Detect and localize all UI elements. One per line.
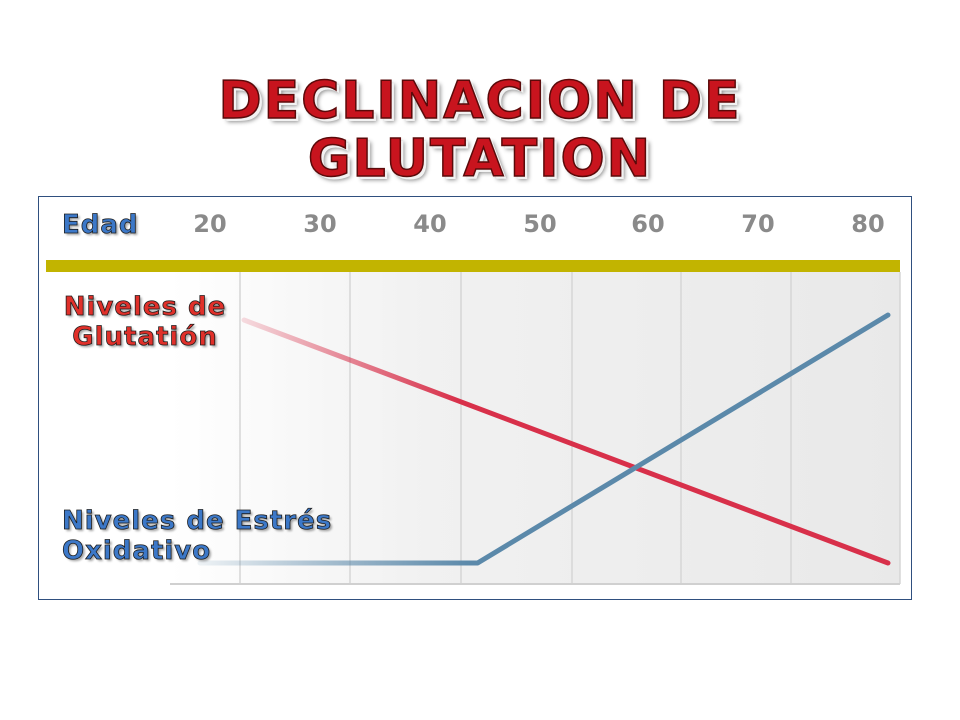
title-line-1: DECLINACION DE bbox=[218, 71, 742, 131]
series-lines bbox=[197, 312, 891, 566]
x-tick-label: 60 bbox=[631, 210, 664, 238]
age-bar bbox=[46, 260, 900, 272]
oxidative-stress-line bbox=[197, 312, 891, 566]
title-line-2: GLUTATION bbox=[307, 129, 653, 189]
page-title: DECLINACION DE GLUTATION bbox=[0, 71, 960, 189]
age-axis-label: Edad bbox=[62, 210, 139, 241]
x-tick-label: 40 bbox=[413, 210, 446, 238]
x-tick-label: 80 bbox=[851, 210, 884, 238]
x-tick-label: 70 bbox=[741, 210, 774, 238]
x-tick-label: 50 bbox=[523, 210, 556, 238]
grid-lines bbox=[170, 272, 901, 585]
x-tick-label: 30 bbox=[303, 210, 336, 238]
x-tick-label: 20 bbox=[193, 210, 226, 238]
oxidative-stress-label: Niveles de Estrés Oxidativo bbox=[62, 506, 333, 567]
glutathione-label: Niveles de Glutatión bbox=[63, 292, 227, 353]
glutathione-line bbox=[241, 317, 891, 566]
x-tick-labels: 20 30 40 50 60 70 80 bbox=[193, 210, 884, 238]
